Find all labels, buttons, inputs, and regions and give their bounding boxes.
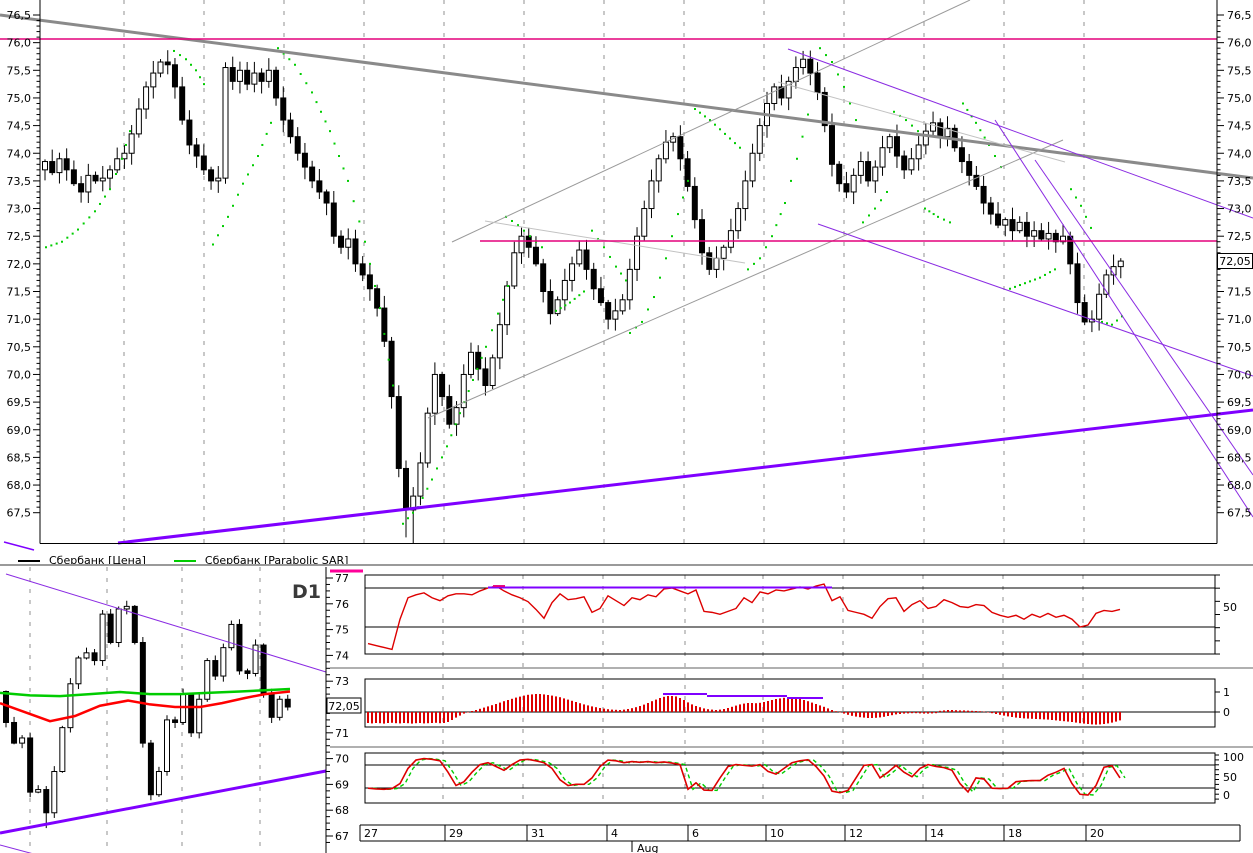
svg-text:74: 74 <box>335 649 349 662</box>
svg-text:74,5: 74,5 <box>1227 120 1252 133</box>
timeframe-label: D1 <box>292 581 321 603</box>
d1-chart-graphics: 77 76 75 74 73 71 70 69 68 67 <box>0 567 349 853</box>
svg-text:69: 69 <box>335 778 349 791</box>
svg-text:75: 75 <box>335 624 349 637</box>
svg-text:75,5: 75,5 <box>7 64 32 77</box>
svg-text:71,5: 71,5 <box>7 286 32 299</box>
current-price-value: 72,05 <box>1219 255 1251 268</box>
d1-inset-chart[interactable]: 77 76 75 74 73 71 70 69 68 67 D1 72,05 <box>0 567 362 853</box>
main-candles <box>42 50 1124 544</box>
svg-text:74,0: 74,0 <box>1227 147 1252 160</box>
date-cell-label: 6 <box>692 827 699 840</box>
svg-text:73,5: 73,5 <box>1227 175 1252 188</box>
date-cell-label: 10 <box>770 827 784 840</box>
main-trendlines <box>0 0 1253 551</box>
svg-text:75,0: 75,0 <box>1227 92 1252 105</box>
stoch-axis-label-100: 100 <box>1223 751 1244 764</box>
svg-text:74,5: 74,5 <box>7 120 32 133</box>
horizontal-splitter[interactable] <box>0 564 1253 566</box>
svg-text:70: 70 <box>335 753 349 766</box>
date-axis: 27 29 31 4 6 10 12 14 18 20 <box>359 824 1241 852</box>
svg-text:72,0: 72,0 <box>7 258 32 271</box>
rsi-axis-label: 50 <box>1223 601 1237 614</box>
svg-text:69,0: 69,0 <box>1227 424 1252 437</box>
svg-text:73,0: 73,0 <box>7 203 32 216</box>
d1-candles <box>3 600 291 829</box>
svg-text:69,5: 69,5 <box>7 396 32 409</box>
svg-text:76,5: 76,5 <box>7 9 32 22</box>
date-cell-label: 12 <box>849 827 863 840</box>
svg-text:71,0: 71,0 <box>7 313 32 326</box>
indicator-panels[interactable]: 27 29 31 4 6 10 12 14 18 20 50 1 0 100 50 0 Aug <box>330 567 1253 853</box>
d1-price-value: 72,05 <box>328 700 360 713</box>
svg-text:71,0: 71,0 <box>1227 313 1252 326</box>
svg-text:76,0: 76,0 <box>7 37 32 50</box>
price-series-line-icon <box>18 559 40 562</box>
svg-text:73,0: 73,0 <box>1227 203 1252 216</box>
d1-price-box <box>326 697 362 714</box>
price-series-label: Сбербанк [Цена] <box>49 554 146 567</box>
date-cell-label: 4 <box>611 827 618 840</box>
date-cell-label: 29 <box>449 827 463 840</box>
date-cell-label: 18 <box>1008 827 1022 840</box>
svg-text:76,5: 76,5 <box>1227 9 1252 22</box>
svg-text:68: 68 <box>335 804 349 817</box>
date-cell-label: 20 <box>1090 827 1104 840</box>
svg-text:72,5: 72,5 <box>7 230 32 243</box>
svg-text:76: 76 <box>335 598 349 611</box>
chart-legend: Сбербанк [Цена] Сбербанк [Parabolic SAR] <box>14 550 372 567</box>
svg-text:71: 71 <box>335 727 349 740</box>
month-label: Aug <box>637 842 658 853</box>
svg-text:69,5: 69,5 <box>1227 396 1252 409</box>
svg-text:68,5: 68,5 <box>1227 451 1252 464</box>
svg-text:70,5: 70,5 <box>7 341 32 354</box>
svg-text:77: 77 <box>335 572 349 585</box>
svg-text:70,0: 70,0 <box>7 368 32 381</box>
svg-text:73: 73 <box>335 675 349 688</box>
svg-text:75,5: 75,5 <box>1227 64 1252 77</box>
svg-text:73,5: 73,5 <box>7 175 32 188</box>
sar-series-line-icon <box>173 559 196 562</box>
svg-text:69,0: 69,0 <box>7 424 32 437</box>
date-cell-label: 27 <box>364 827 378 840</box>
svg-text:70,5: 70,5 <box>1227 341 1252 354</box>
svg-text:76,0: 76,0 <box>1227 37 1252 50</box>
svg-text:75,0: 75,0 <box>7 92 32 105</box>
svg-text:72,5: 72,5 <box>1227 230 1252 243</box>
svg-text:71,5: 71,5 <box>1227 286 1252 299</box>
stoch-axis-label-0: 0 <box>1223 789 1230 802</box>
main-price-chart[interactable]: 76,5 76,5 76,0 76,0 75,5 75,5 75,0 75,0 74,5 74,5… <box>0 0 1253 553</box>
svg-text:68,5: 68,5 <box>7 451 32 464</box>
main-chart-graphics: 76,5 76,5 76,0 76,0 75,5 75,5 75,0 75,0 74,5 74,5… <box>0 0 1253 551</box>
date-cell-label: 14 <box>930 827 944 840</box>
sar-series-label: Сбербанк [Parabolic SAR] <box>204 554 349 567</box>
macd-axis-label-0: 0 <box>1223 706 1230 719</box>
macd-axis-label-1: 1 <box>1223 686 1230 699</box>
svg-text:67,5: 67,5 <box>1227 507 1252 520</box>
indicator-graphics: 27 29 31 4 6 10 12 14 18 20 <box>330 569 1253 852</box>
date-cell-label: 31 <box>531 827 545 840</box>
main-price-axes: 76,5 76,5 76,0 76,0 75,5 75,5 75,0 75,0 74,5 74,5… <box>7 0 1252 544</box>
svg-text:74,0: 74,0 <box>7 147 32 160</box>
svg-text:70,0: 70,0 <box>1227 368 1252 381</box>
svg-text:68,0: 68,0 <box>7 479 32 492</box>
svg-text:67: 67 <box>335 830 349 843</box>
parabolic-sar-dots <box>45 47 1123 525</box>
svg-text:68,0: 68,0 <box>1227 479 1252 492</box>
stoch-axis-label-50: 50 <box>1223 771 1237 784</box>
svg-text:67,5: 67,5 <box>7 507 32 520</box>
